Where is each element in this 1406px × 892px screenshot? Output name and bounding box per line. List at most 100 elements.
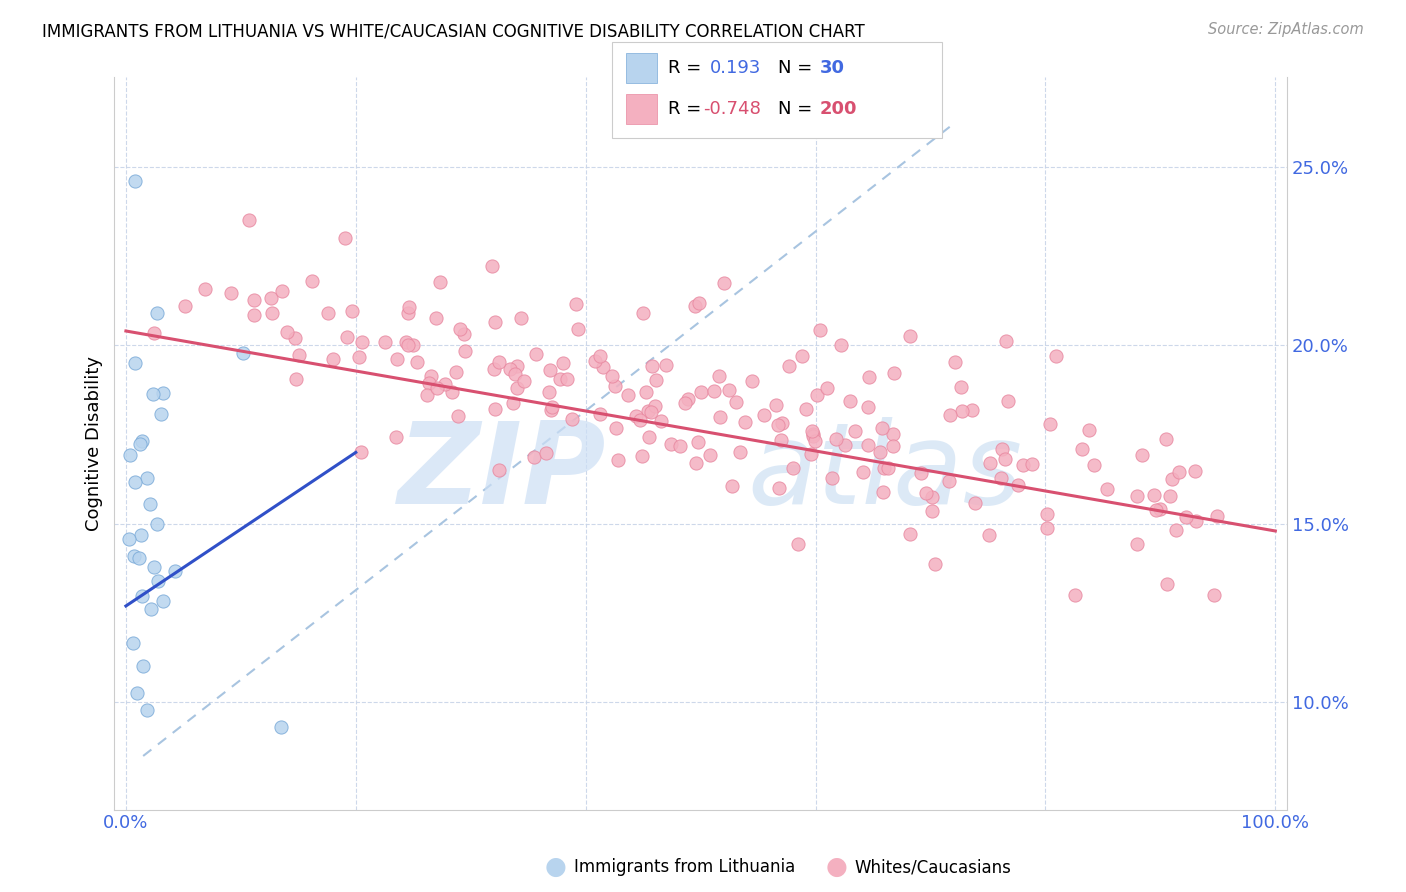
Point <box>406 354 429 368</box>
Point <box>991 442 1014 456</box>
Point <box>1206 509 1229 524</box>
Point <box>449 322 471 336</box>
Point <box>139 601 162 615</box>
Point <box>778 359 800 373</box>
Point <box>979 527 1001 541</box>
Point <box>898 527 921 541</box>
Point <box>699 448 721 462</box>
Point <box>402 338 425 352</box>
Point <box>650 414 672 428</box>
Point <box>118 448 141 462</box>
Text: Immigrants from Lithuania: Immigrants from Lithuania <box>574 858 794 876</box>
Point <box>921 504 943 518</box>
Point <box>152 593 174 607</box>
Point <box>418 376 440 390</box>
Text: 30: 30 <box>820 59 845 77</box>
Point <box>882 439 904 453</box>
Point <box>852 465 875 479</box>
Point <box>510 311 533 326</box>
Point <box>551 355 574 369</box>
Point <box>425 311 447 326</box>
Text: -0.748: -0.748 <box>703 100 761 118</box>
Point <box>385 351 408 366</box>
Point <box>633 306 655 320</box>
Point <box>924 557 946 571</box>
Point <box>796 402 818 417</box>
Point <box>872 485 894 500</box>
Point <box>979 456 1001 470</box>
Point <box>605 421 627 435</box>
Point <box>453 326 475 341</box>
Point <box>142 387 165 401</box>
Point <box>385 430 408 444</box>
Point <box>713 277 735 291</box>
Point <box>741 374 763 388</box>
Point <box>808 323 831 337</box>
Point <box>429 275 451 289</box>
Point <box>631 449 654 463</box>
Point <box>770 417 793 431</box>
Point <box>806 388 828 402</box>
Point <box>124 356 146 370</box>
Point <box>1143 488 1166 502</box>
Point <box>1045 349 1067 363</box>
Point <box>1077 423 1099 437</box>
Point <box>146 306 169 320</box>
Point <box>1095 482 1118 496</box>
Point <box>350 444 373 458</box>
Point <box>336 329 359 343</box>
Point <box>592 360 614 375</box>
Point <box>135 471 157 485</box>
Point <box>416 387 439 401</box>
Y-axis label: Cognitive Disability: Cognitive Disability <box>86 356 103 531</box>
Text: 0.193: 0.193 <box>710 59 762 77</box>
Point <box>454 344 477 359</box>
Point <box>488 463 510 477</box>
Point <box>538 363 561 377</box>
Point <box>121 636 143 650</box>
Point <box>877 461 900 475</box>
Point <box>131 589 153 603</box>
Point <box>499 362 522 376</box>
Point <box>990 470 1012 484</box>
Point <box>734 415 756 429</box>
Point <box>1036 508 1059 522</box>
Point <box>555 372 578 386</box>
Point <box>640 359 662 373</box>
Point <box>624 409 647 424</box>
Point <box>921 491 943 505</box>
Text: N =: N = <box>778 59 817 77</box>
Point <box>1063 588 1085 602</box>
Point <box>482 362 505 376</box>
Point <box>163 565 186 579</box>
Point <box>488 355 510 369</box>
Text: ZIP: ZIP <box>398 417 607 528</box>
Point <box>342 304 364 318</box>
Point <box>513 374 536 388</box>
Point <box>825 433 848 447</box>
Point <box>503 367 526 381</box>
Point <box>283 331 305 345</box>
Point <box>125 686 148 700</box>
Point <box>260 305 283 319</box>
Point <box>1083 458 1105 472</box>
Point <box>1154 432 1177 446</box>
Point <box>481 259 503 273</box>
Point <box>561 411 583 425</box>
Text: R =: R = <box>668 59 707 77</box>
Text: ●: ● <box>544 855 567 879</box>
Point <box>752 408 775 422</box>
Point <box>1156 577 1178 591</box>
Point <box>534 446 557 460</box>
Point <box>333 231 356 245</box>
Point <box>640 405 662 419</box>
Point <box>420 368 443 383</box>
Point <box>374 335 396 350</box>
Point <box>690 385 713 400</box>
Point <box>506 381 529 395</box>
Point <box>644 399 666 413</box>
Point <box>659 436 682 450</box>
Point <box>396 338 419 352</box>
Point <box>1039 417 1062 432</box>
Point <box>1007 478 1029 492</box>
